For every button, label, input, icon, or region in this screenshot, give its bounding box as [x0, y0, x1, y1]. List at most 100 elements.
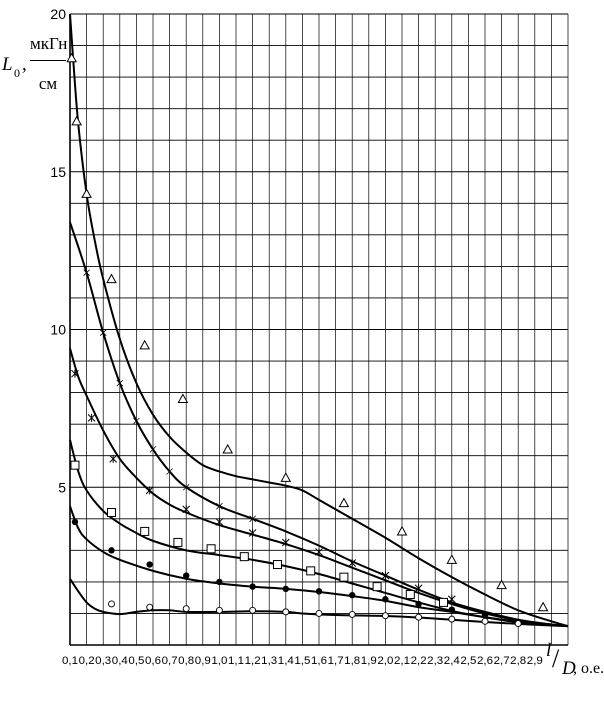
marker-cross — [133, 417, 140, 425]
x-tick-label: 1,5 — [294, 655, 310, 667]
tick-label-group: 20 15 10 5 0,1 0,2 0,3 0,4 0,5 0,6 0,7 0,8 0,9 1,0 1,1… — [50, 6, 542, 667]
series-line-open-circle — [69, 578, 569, 628]
marker-star — [447, 595, 456, 604]
marker-star — [215, 517, 224, 526]
y-axis-fraction-bar — [30, 60, 66, 61]
marker-open-circle — [514, 620, 522, 627]
marker-cross — [182, 483, 190, 491]
y-axis-unit-denominator: см — [38, 74, 58, 93]
marker-star — [248, 528, 257, 537]
marker-star — [145, 486, 154, 495]
marker-filled-circle — [249, 583, 256, 590]
x-tick-label: 2,9 — [527, 655, 543, 667]
marker-filled-circle — [349, 591, 356, 599]
x-tick-label: 0,8 — [178, 655, 194, 667]
x-tick-label: 1,9 — [361, 655, 377, 667]
y-tick-label: 15 — [50, 164, 66, 180]
marker-square — [140, 526, 150, 536]
x-tick-label: 0,9 — [195, 655, 211, 667]
x-tick-label: 0,5 — [128, 655, 144, 667]
marker-square — [273, 560, 282, 570]
marker-triangle — [222, 443, 234, 454]
x-tick-label: 1,0 — [211, 655, 227, 667]
x-tick-label: 0,3 — [95, 655, 111, 667]
x-tick-label: 2,3 — [427, 655, 443, 667]
marker-square — [439, 597, 448, 607]
x-tick-label: 1,8 — [344, 655, 360, 667]
marker-square — [107, 507, 116, 517]
marker-square — [405, 590, 415, 600]
x-tick-label: 1,2 — [245, 655, 261, 667]
marker-triangle — [66, 52, 78, 63]
marker-star — [87, 413, 96, 422]
marker-star — [281, 538, 290, 547]
marker-open-circle — [481, 617, 489, 625]
y-axis-unit-numerator: мкГн — [30, 34, 68, 53]
x-tick-label: 0,7 — [162, 655, 178, 667]
marker-filled-circle — [216, 578, 223, 586]
marker-cross — [149, 446, 157, 453]
marker-square — [173, 537, 183, 547]
marker-square — [206, 544, 216, 554]
y-axis-label: L 0 , мкГн см — [0, 34, 68, 104]
marker-triangle — [177, 393, 189, 404]
y-tick-label: 10 — [50, 322, 66, 338]
marker-square — [339, 572, 349, 582]
x-tick-label: 0,4 — [112, 655, 128, 667]
marker-filled-circle — [146, 561, 153, 568]
marker-triangle — [106, 273, 117, 284]
x-tick-label: 1,6 — [311, 655, 327, 667]
marker-square — [306, 566, 316, 576]
x-tick-label: 2,0 — [377, 655, 393, 667]
x-tick-label: 0,6 — [145, 655, 161, 667]
marker-star — [348, 558, 357, 567]
x-tick-label: 2,2 — [411, 655, 427, 667]
x-tick-label: 0,1 — [62, 655, 78, 667]
marker-open-circle — [108, 600, 115, 608]
marker-filled-circle — [382, 596, 389, 603]
marker-star — [381, 571, 390, 580]
marker-filled-circle — [315, 588, 323, 595]
marker-triangle — [537, 601, 549, 612]
marker-filled-circle — [71, 518, 79, 526]
marker-cross — [166, 468, 173, 475]
x-axis-label: l / D , о.е. — [542, 640, 604, 684]
marker-open-circle — [315, 610, 323, 617]
x-tick-label: 2,4 — [444, 655, 460, 667]
marker-star — [182, 505, 191, 514]
marker-triangle — [446, 554, 458, 564]
marker-open-circle — [282, 608, 290, 616]
marker-square — [70, 460, 80, 470]
marker-triangle — [496, 579, 507, 590]
y-tick-label: 5 — [58, 479, 66, 495]
marker-triangle — [139, 339, 151, 350]
x-tick-label: 2,7 — [494, 655, 510, 667]
marker-filled-circle — [415, 600, 422, 608]
marker-open-circle — [381, 612, 389, 620]
marker-triangle — [338, 497, 350, 508]
marker-cross — [116, 379, 124, 387]
marker-open-circle — [249, 606, 257, 614]
x-axis-symbol-denominator: D — [562, 658, 576, 679]
marker-star — [414, 584, 423, 593]
marker-cross — [249, 515, 256, 523]
marker-triangle — [81, 188, 92, 198]
marker-square — [239, 552, 249, 562]
marker-filled-circle — [108, 547, 115, 554]
marker-open-circle — [215, 606, 223, 614]
y-axis-subscript: 0 — [14, 66, 20, 80]
x-tick-label: 2,1 — [394, 655, 410, 667]
marker-filled-circle — [448, 606, 455, 613]
x-tick-label: 0,2 — [79, 655, 95, 667]
x-tick-label: 1,3 — [261, 655, 277, 667]
marker-open-circle — [182, 605, 190, 613]
x-tick-label: 2,6 — [477, 655, 493, 667]
marker-star — [109, 454, 118, 463]
marker-star — [71, 369, 79, 378]
x-axis-unit: , о.е. — [573, 660, 604, 677]
marker-triangle — [280, 472, 292, 482]
series-line-triangle — [69, 13, 569, 628]
x-tick-label: 1,7 — [328, 655, 344, 667]
x-tick-label: 2,5 — [460, 655, 476, 667]
marker-filled-circle — [282, 585, 289, 593]
